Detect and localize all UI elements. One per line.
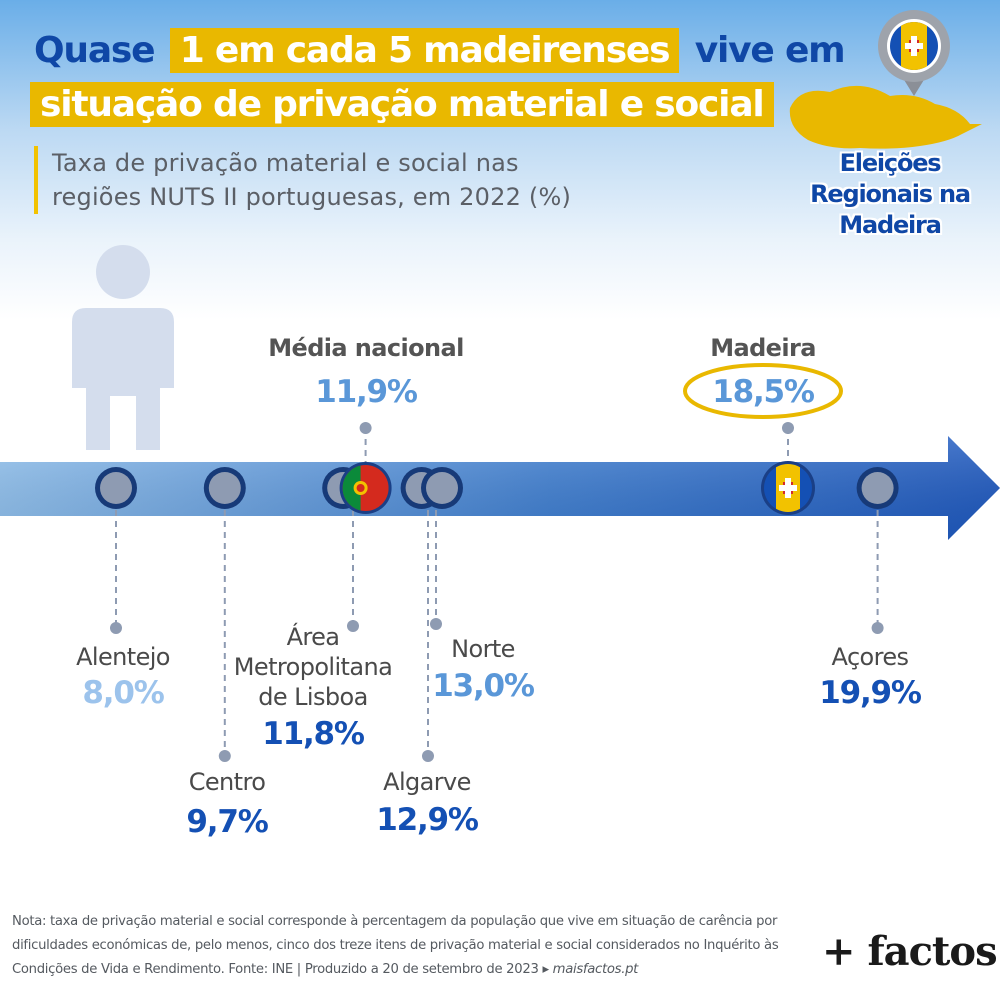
- value-madeira: 18,5%: [712, 374, 815, 410]
- badge-line-3: Madeira: [839, 211, 942, 239]
- leader-dot-area-metropolitana-de-lisboa: [347, 620, 359, 632]
- chart-subtitle: Taxa de privação material e social nas r…: [34, 146, 612, 214]
- label-acores: Açores: [832, 643, 909, 671]
- label-norte: Norte: [451, 635, 515, 663]
- value-norte: 13,0%: [432, 668, 535, 704]
- value-media-nacional: 11,9%: [315, 374, 418, 410]
- headline-post: vive em: [694, 30, 846, 71]
- leader-dot-norte: [430, 618, 442, 630]
- label-alentejo: Alentejo: [76, 643, 170, 671]
- person-silhouette-icon: [72, 245, 174, 450]
- portugal-flag-icon: [339, 462, 392, 514]
- label-madeira: Madeira: [710, 334, 816, 362]
- footnote-text: Nota: taxa de privação material e social…: [12, 914, 779, 977]
- badge-line-2: Regionais na: [810, 180, 971, 208]
- badge-line-1: Eleições: [839, 149, 942, 177]
- label-algarve: Algarve: [383, 768, 471, 796]
- headline-line-2: situação de privação material e social: [30, 82, 774, 128]
- headline-line-1: Quase 1 em cada 5 madeirenses vive em: [30, 28, 848, 74]
- label-centro: Centro: [189, 768, 266, 796]
- madeira-map-pin-icon: [789, 10, 982, 149]
- footnote: Nota: taxa de privação material e social…: [12, 910, 802, 982]
- brand-logo: + factos: [822, 928, 998, 975]
- axis-arrow: [0, 436, 1000, 540]
- label-media-nacional: Média nacional: [268, 334, 463, 362]
- marker-alentejo: [100, 472, 132, 504]
- leader-lines: [110, 422, 884, 762]
- footnote-site-link[interactable]: maisfactos.pt: [552, 962, 639, 977]
- headline-highlight-2: situação de privação material e social: [30, 82, 774, 127]
- madeira-highlight-ring: [683, 363, 843, 419]
- value-alentejo: 8,0%: [82, 675, 164, 711]
- leader-dot-madeira: [782, 422, 794, 434]
- label-area-metropolitana-de-lisboa-line-3: de Lisboa: [258, 683, 367, 711]
- label-area-metropolitana-de-lisboa-line-2: Metropolitana: [234, 653, 392, 681]
- headline-highlight-1: 1 em cada 5 madeirenses: [169, 28, 680, 73]
- point-labels: Alentejo 8,0% Centro 9,7% ÁreaMetropolitanad…: [76, 334, 923, 840]
- point-markers: [95, 461, 899, 515]
- value-area-metropolitana-de-lisboa: 11,8%: [262, 716, 365, 752]
- leader-dot-acores: [871, 622, 884, 634]
- leader-dot-algarve: [422, 750, 434, 762]
- leader-dot-centro: [218, 750, 231, 762]
- marker-norte: [426, 472, 458, 504]
- elections-badge: Eleições Regionais na Madeira: [790, 148, 990, 241]
- label-area-metropolitana-de-lisboa-line-1: Área: [287, 622, 340, 651]
- value-algarve: 12,9%: [376, 802, 479, 838]
- leader-dot-alentejo: [110, 622, 122, 634]
- value-centro: 9,7%: [186, 804, 268, 840]
- leader-dot-media-nacional: [359, 422, 372, 434]
- madeira-flag-icon: [761, 461, 815, 515]
- headline-pre: Quase: [34, 30, 156, 71]
- marker-centro: [208, 472, 241, 504]
- marker-acores: [861, 472, 894, 504]
- value-acores: 19,9%: [819, 675, 922, 711]
